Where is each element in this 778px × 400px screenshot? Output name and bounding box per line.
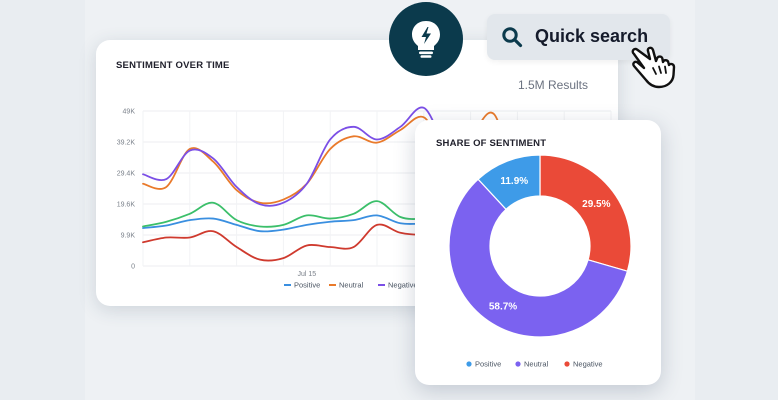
y-tick-label: 49K	[123, 109, 136, 116]
donut-legend-label-negative: Negative	[573, 360, 603, 369]
share-of-sentiment-card: SHARE OF SENTIMENT 29.5% 58.7% 11.9% Positi…	[415, 120, 661, 385]
legend-dot	[564, 361, 570, 367]
lightbulb-icon	[412, 21, 440, 58]
sentiment-over-time-title: SENTIMENT OVER TIME	[116, 60, 230, 71]
y-tick-label: 0	[131, 264, 135, 271]
x-tick-label: Jul 15	[297, 271, 316, 278]
pointer-hand-icon	[631, 46, 676, 89]
quick-search-label: Quick search	[535, 26, 649, 46]
lightbulb-badge	[389, 2, 463, 76]
donut-slice-neutral	[448, 178, 629, 338]
donut-legend-label-positive: Positive	[475, 360, 501, 369]
slice-label-positive: 11.9%	[500, 176, 528, 187]
legend-label-neutral: Neutral	[339, 281, 364, 290]
y-tick-label: 19.6K	[117, 202, 136, 209]
legend-label-negative: Negative	[388, 281, 418, 290]
results-count: 1.5M Results	[517, 78, 588, 92]
y-tick-label: 29.4K	[117, 171, 136, 178]
search-icon	[502, 27, 523, 48]
legend-label-positive: Positive	[294, 281, 320, 290]
legend-dot	[515, 361, 521, 367]
sentiment-donut-chart: 29.5% 58.7% 11.9% Positive Neutral Negative	[448, 154, 632, 369]
legend-dot	[466, 361, 472, 367]
slice-label-negative: 29.5%	[582, 199, 610, 210]
y-tick-label: 39.2K	[117, 140, 136, 147]
donut-slice-positive	[477, 154, 541, 211]
share-of-sentiment-title: SHARE OF SENTIMENT	[436, 138, 547, 149]
donut-legend-label-neutral: Neutral	[524, 360, 549, 369]
donut-slice-negative	[539, 154, 632, 272]
y-tick-label: 9.9K	[121, 233, 136, 240]
slice-label-neutral: 58.7%	[489, 302, 517, 313]
